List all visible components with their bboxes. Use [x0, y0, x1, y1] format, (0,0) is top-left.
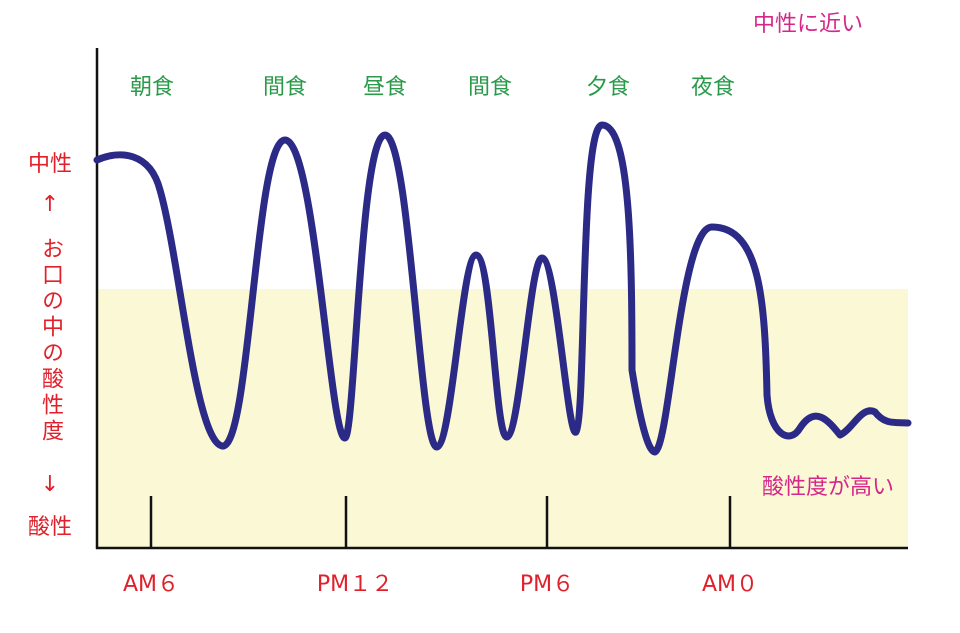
x-label: AM６	[123, 572, 179, 597]
y-bottom: 酸性	[28, 515, 72, 540]
y-top: 中性	[28, 152, 72, 177]
meal-label: 間食	[468, 75, 512, 100]
y-label: お口の中の酸性度	[38, 237, 64, 445]
down-arrow: ↓	[41, 472, 59, 497]
bottom-note: 酸性度が高い	[762, 475, 894, 500]
x-label: PM１２	[317, 572, 393, 597]
meal-label: 朝食	[130, 75, 174, 100]
top-note: 中性に近い	[753, 12, 863, 37]
x-label: AM０	[702, 572, 758, 597]
meal-label: 夜食	[691, 75, 735, 100]
up-arrow: ↑	[41, 192, 59, 217]
x-label: PM６	[520, 572, 574, 597]
meal-label: 間食	[263, 75, 307, 100]
axes	[95, 48, 908, 550]
meal-label: 夕食	[586, 75, 630, 100]
meal-label: 昼食	[363, 75, 407, 100]
ph-curve	[93, 121, 912, 456]
